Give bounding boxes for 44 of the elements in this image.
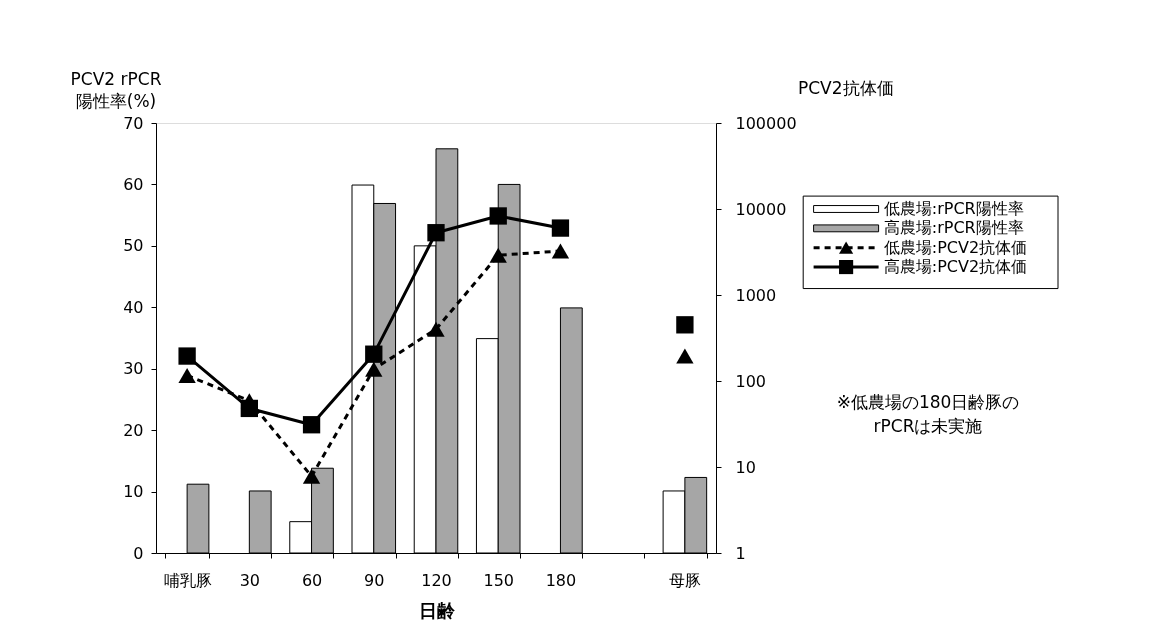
- point: [365, 361, 383, 377]
- x-tick-label: 150: [483, 570, 514, 590]
- legend-label: 低農場:PCV2抗体価: [883, 237, 1028, 257]
- point: [365, 345, 383, 363]
- text: ※低農場の180日齢豚の rPCRは未実施: [836, 391, 1020, 436]
- point: [178, 367, 196, 383]
- legend-label: 高農場:PCV2抗体価: [883, 257, 1028, 277]
- x-tick-label: 哺乳豚: [163, 570, 212, 590]
- y-tick-label: 70: [123, 113, 144, 133]
- point: [427, 321, 445, 337]
- x-axis-title: 日齢: [418, 599, 456, 621]
- y-axis-title: PCV2 rPCR 陽性率(%): [70, 69, 162, 111]
- point: [676, 316, 694, 334]
- x-tick-label: 60: [301, 570, 323, 590]
- y2-tick-label: 1000: [735, 285, 777, 305]
- y2-tick-label: 100000: [735, 113, 797, 133]
- y2-tick-label: 10000: [735, 199, 787, 219]
- point: [551, 219, 570, 237]
- y2-axis-title: PCV2抗体価: [798, 77, 894, 98]
- y-tick-label: 60: [123, 174, 144, 194]
- y2-tick-label: 10: [735, 457, 756, 477]
- y2-tick-label: 1: [735, 543, 746, 563]
- legend-label: 高農場:rPCR陽性率: [883, 218, 1024, 238]
- point: [427, 224, 445, 242]
- y2-tick-label: 100: [735, 371, 767, 391]
- x-tick-label: 30: [239, 570, 261, 590]
- x-tick-label: 120: [421, 570, 452, 590]
- point: [302, 416, 321, 434]
- y-tick-label: 10: [123, 482, 144, 502]
- y-tick-label: 50: [123, 236, 144, 256]
- y-tick-label: 40: [123, 297, 144, 317]
- legend-label: 低農場:rPCR陽性率: [883, 199, 1024, 218]
- y-tick-label: 30: [123, 359, 144, 379]
- point: [302, 468, 321, 484]
- point: [551, 243, 570, 259]
- x-tick-label: 180: [545, 570, 577, 590]
- y-tick-label: 0: [133, 543, 144, 563]
- point: [489, 207, 507, 225]
- y-tick-label: 20: [123, 420, 144, 440]
- point: [489, 247, 507, 263]
- x-tick-label: 90: [364, 570, 385, 590]
- point: [178, 347, 196, 365]
- point: [676, 348, 694, 364]
- x-tick-label: 母豚: [669, 570, 702, 590]
